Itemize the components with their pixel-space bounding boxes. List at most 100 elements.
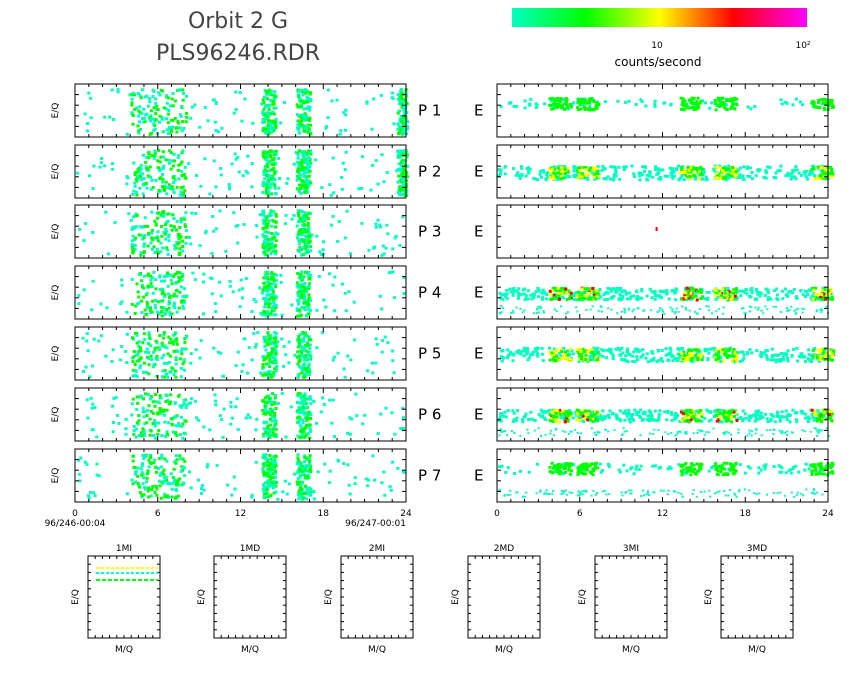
band-speck [262,221,266,225]
band-speck [274,278,278,282]
band-speck [171,340,174,344]
right-panel-1: E [474,83,835,138]
band-speck [791,103,795,107]
band-speck [167,126,171,130]
data-speck [110,360,114,363]
band-speck [180,275,184,278]
band-speck [271,408,274,412]
band-speck [549,173,553,177]
band-speck [811,164,815,168]
band-speck [158,484,162,488]
data-speck [371,163,375,167]
band-speck [517,287,521,291]
band-speck [270,163,274,167]
band-speck [143,308,147,312]
band-speck [162,361,166,365]
band-speck [162,306,166,310]
band-speck [529,293,533,297]
band-speck [261,408,265,412]
data-speck [204,229,208,233]
peak-speck [569,105,573,109]
data-speck [382,252,386,256]
low-speck [790,305,793,308]
data-speck [179,375,183,379]
band-speck [270,242,274,246]
band-speck [142,295,146,299]
low-speck [757,306,760,309]
peak-speck [735,97,739,101]
band-speck [179,433,182,437]
data-speck [331,283,335,287]
band-speck [264,275,268,279]
band-speck [266,299,270,303]
low-speck [621,310,623,313]
band-speck [544,178,548,182]
peak-speck [823,166,827,170]
band-speck [133,184,137,188]
band-speck [308,116,312,120]
data-speck [374,159,378,163]
data-speck [315,308,319,312]
band-speck [301,364,305,367]
band-speck [750,171,754,174]
band-speck [765,171,769,175]
data-speck [133,93,136,97]
data-speck [146,306,149,309]
peak-speck [697,177,701,181]
peak-speck [596,292,600,296]
band-speck [147,486,151,490]
band-speck [152,362,156,366]
peak-speck [566,166,570,170]
band-speck [267,178,271,181]
band-speck [265,420,269,424]
band-speck [298,468,302,471]
band-speck [305,456,309,460]
data-speck [296,345,300,349]
low-speck [542,311,545,314]
data-speck [282,364,286,368]
band-speck [136,481,140,485]
channel-label: P 1 [418,102,441,120]
data-speck [157,421,161,425]
data-speck [213,393,217,397]
band-speck [307,312,311,316]
band-speck [296,350,300,354]
data-speck [127,212,131,216]
band-speck [170,417,174,421]
data-speck [243,97,247,101]
data-speck [189,486,193,490]
band-speck [714,297,718,301]
data-speck [162,408,166,412]
data-speck [171,213,175,217]
band-speck [666,174,670,178]
band-speck [638,178,642,182]
band-speck [303,295,307,299]
band-speck [150,178,154,182]
band-speck [262,427,266,431]
band-speck [624,165,628,169]
peak-speck [687,106,691,110]
band-speck [302,491,306,495]
data-speck [193,399,197,403]
band-speck [300,88,304,92]
data-speck [329,193,333,197]
data-speck [300,253,304,257]
band-speck [298,392,302,396]
data-speck [184,120,188,124]
data-speck [287,482,291,486]
band-speck [764,287,768,291]
band-speck [307,97,311,101]
data-speck [204,231,208,235]
band-speck [405,128,409,131]
data-speck [87,496,91,500]
band-speck [671,171,675,175]
peak-speck [583,287,587,291]
data-speck [182,307,186,310]
peak-speck [699,172,703,176]
band-speck [297,300,301,304]
data-speck [104,354,108,358]
band-speck [135,353,139,357]
data-speck [283,479,287,483]
band-speck [813,174,817,178]
band-speck [132,215,135,219]
